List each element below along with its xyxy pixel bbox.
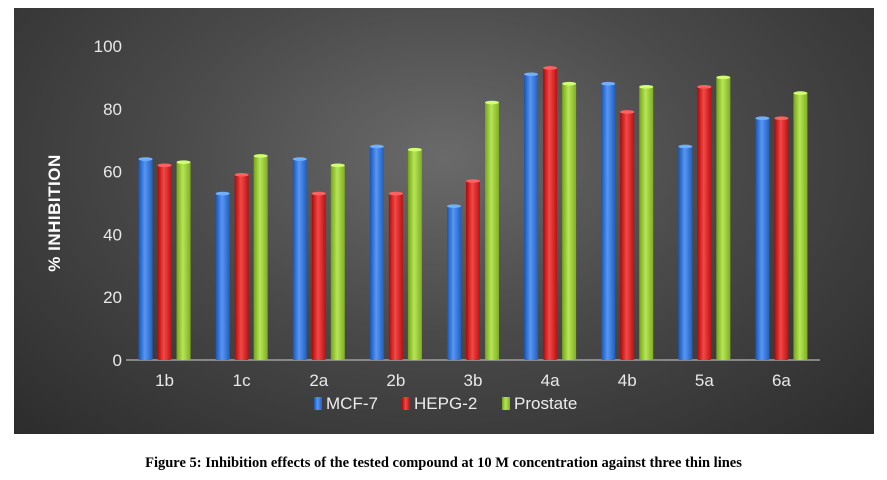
bar-prostate-4a xyxy=(562,83,577,361)
bar-cap xyxy=(774,116,789,121)
bar-hepg2-4b xyxy=(620,111,635,360)
bar-chart: 0 20 40 60 80 100 1b 1c 2a 2b 3b 4a 4b 5a 6a MCF-7 HEPG… xyxy=(45,37,820,413)
x-tick-label: 2a xyxy=(309,371,328,390)
bar-mcf7-4a xyxy=(524,74,539,360)
bar-cap xyxy=(234,172,249,177)
bar-mcf7-3b xyxy=(447,206,461,360)
bar-cap xyxy=(524,72,539,77)
bar-mcf7-5a xyxy=(678,146,693,360)
legend-label: MCF-7 xyxy=(326,394,378,413)
bar-mcf7-1b xyxy=(138,159,153,360)
y-tick-label: 20 xyxy=(103,288,122,307)
bar-cap xyxy=(447,204,461,208)
x-tick-label: 3b xyxy=(464,371,483,390)
bar-cap xyxy=(620,110,635,114)
bar-hepg2-5a xyxy=(697,86,712,360)
x-tick-label: 4a xyxy=(541,371,560,390)
bar-cap xyxy=(215,191,230,196)
bar-cap xyxy=(292,157,307,161)
bar-hepg2-2a xyxy=(311,193,326,360)
bar-cap xyxy=(543,66,558,70)
y-tick-label: 100 xyxy=(94,37,122,56)
y-axis-title: % INHIBITION xyxy=(45,154,64,271)
bar-cap xyxy=(697,85,712,89)
bar-mcf7-6a xyxy=(755,118,770,360)
bar-cap xyxy=(138,157,153,161)
bar-hepg2-6a xyxy=(774,118,789,360)
bar-prostate-2a xyxy=(330,165,345,360)
bar-prostate-6a xyxy=(793,93,808,360)
bar-cap xyxy=(369,144,384,149)
legend-label: HEPG-2 xyxy=(414,394,477,413)
bar-cap xyxy=(176,160,191,164)
bar-cap xyxy=(466,179,480,183)
y-tick-label: 80 xyxy=(103,100,122,119)
y-tick-label: 60 xyxy=(103,163,122,182)
legend-swatch-mcf7 xyxy=(314,397,322,410)
y-tick-label: 40 xyxy=(103,225,122,244)
bar-cap xyxy=(253,154,268,158)
bar-cap xyxy=(755,116,770,121)
legend-swatch-hepg2 xyxy=(402,397,410,410)
bar-cap xyxy=(678,144,693,149)
figure-caption: Figure 5: Inhibition effects of the test… xyxy=(145,455,742,471)
bar-cap xyxy=(716,75,731,80)
bar-cap xyxy=(485,100,499,105)
bar-mcf7-2b xyxy=(369,146,384,360)
bar-prostate-1b xyxy=(176,162,191,360)
legend-swatch-prostate xyxy=(502,397,510,410)
bar-mcf7-1c xyxy=(215,193,230,360)
bar-hepg2-1c xyxy=(234,174,249,360)
bar-cap xyxy=(388,191,403,196)
chart-panel: 0 20 40 60 80 100 1b 1c 2a 2b 3b 4a 4b 5a 6a MCF-7 HEPG… xyxy=(14,8,874,434)
bar-prostate-4b xyxy=(639,86,654,360)
bar-cap xyxy=(639,85,654,89)
bar-cap xyxy=(407,147,422,152)
x-tick-label: 2b xyxy=(386,371,405,390)
x-tick-label: 6a xyxy=(772,371,791,390)
bar-hepg2-4a xyxy=(543,67,558,361)
x-tick-label: 1c xyxy=(233,371,251,390)
bar-mcf7-2a xyxy=(292,159,307,360)
bar-cap xyxy=(330,163,345,168)
bar-hepg2-3b xyxy=(466,181,480,360)
bar-prostate-5a xyxy=(716,77,731,361)
bar-cap xyxy=(601,81,616,86)
bar-prostate-2b xyxy=(407,149,422,360)
bar-prostate-1c xyxy=(253,155,268,360)
x-tick-label: 5a xyxy=(695,371,714,390)
bar-prostate-3b xyxy=(485,102,499,361)
x-tick-label: 1b xyxy=(155,371,174,390)
bar-cap xyxy=(157,163,172,168)
legend-label: Prostate xyxy=(514,394,577,413)
bar-cap xyxy=(793,91,808,95)
bar-mcf7-4b xyxy=(601,83,616,361)
bar-hepg2-2b xyxy=(388,193,403,360)
bar-hepg2-1b xyxy=(157,165,172,360)
bar-cap xyxy=(562,81,577,86)
y-tick-label: 0 xyxy=(113,351,122,370)
x-tick-label: 4b xyxy=(618,371,637,390)
bar-cap xyxy=(311,191,326,196)
